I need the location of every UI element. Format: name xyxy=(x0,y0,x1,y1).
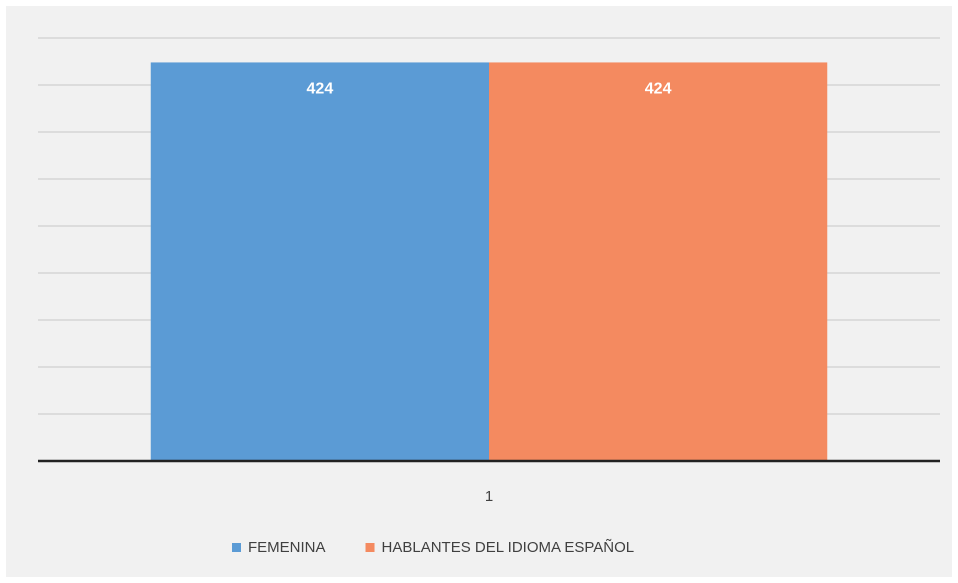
x-tick-label: 1 xyxy=(485,488,493,505)
legend-label: HABLANTES DEL IDIOMA ESPAÑOL xyxy=(382,539,635,556)
legend-label: FEMENINA xyxy=(248,539,326,556)
bar xyxy=(489,62,828,461)
legend-swatch xyxy=(232,543,241,552)
data-label: 424 xyxy=(645,81,672,98)
bar xyxy=(150,62,489,461)
legend-swatch xyxy=(365,543,375,552)
data-label: 424 xyxy=(307,81,334,98)
